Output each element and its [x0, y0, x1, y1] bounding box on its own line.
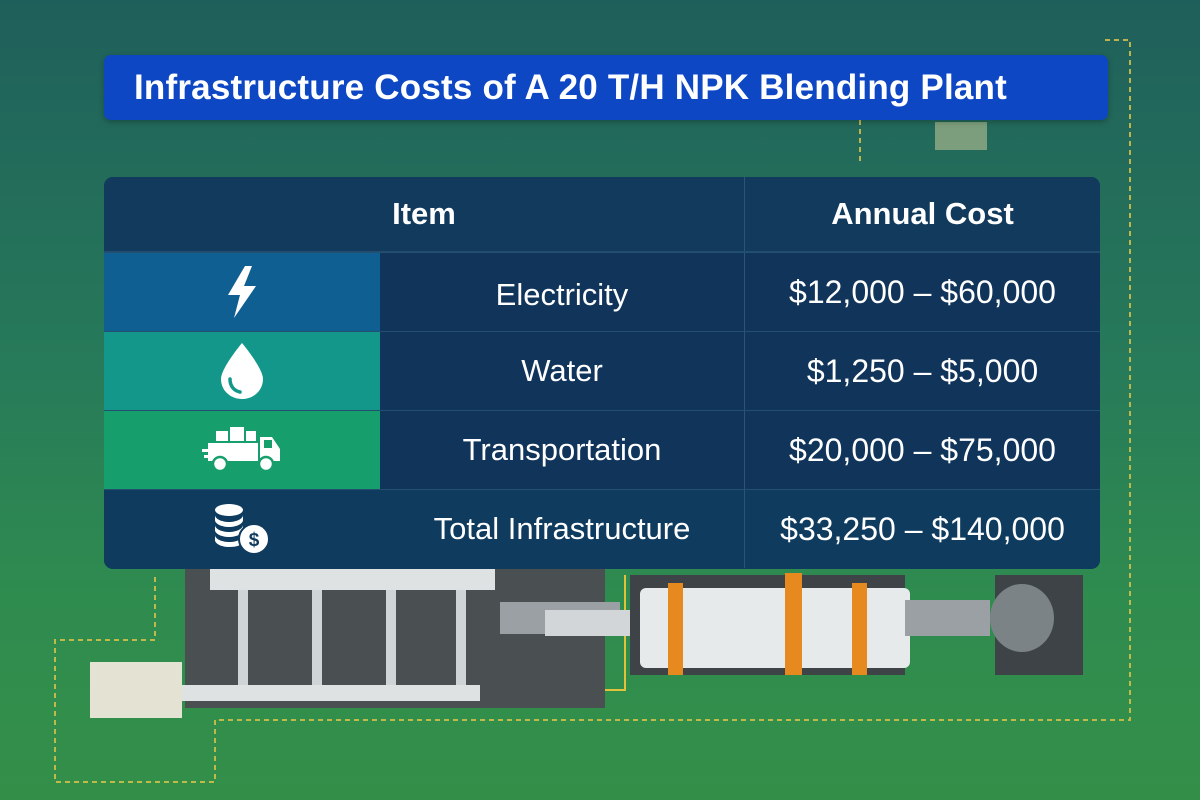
table-row: $ Total Infrastructure $33,250 – $140,00… [104, 489, 1100, 568]
item-cost: $1,250 – $5,000 [744, 332, 1100, 410]
money-coins-icon: $ [215, 504, 270, 555]
table-row: Electricity $12,000 – $60,000 [104, 252, 1100, 331]
lightning-bolt-icon [228, 266, 256, 318]
item-cost: $33,250 – $140,000 [744, 490, 1100, 568]
header-annual-cost: Annual Cost [744, 177, 1100, 251]
icon-cell [104, 253, 380, 331]
item-name: Transportation [380, 411, 744, 489]
icon-cell: $ [104, 490, 380, 568]
water-drop-icon [221, 343, 263, 399]
table-row: Transportation $20,000 – $75,000 [104, 410, 1100, 489]
delivery-truck-icon [202, 427, 280, 473]
item-cost: $12,000 – $60,000 [744, 253, 1100, 331]
item-cost: $20,000 – $75,000 [744, 411, 1100, 489]
page-title: Infrastructure Costs of A 20 T/H NPK Ble… [134, 67, 1007, 107]
item-name: Water [380, 332, 744, 410]
table-header: Item Annual Cost [104, 177, 1100, 252]
item-name: Electricity [380, 253, 744, 331]
icon-cell [104, 411, 380, 489]
icon-cell [104, 332, 380, 410]
table-row: Water $1,250 – $5,000 [104, 331, 1100, 410]
header-item: Item [392, 196, 456, 231]
title-banner: Infrastructure Costs of A 20 T/H NPK Ble… [104, 55, 1108, 120]
svg-text:$: $ [249, 530, 260, 551]
item-name: Total Infrastructure [380, 490, 744, 568]
cost-table: Item Annual Cost Electricity $12,000 – $… [104, 177, 1100, 569]
